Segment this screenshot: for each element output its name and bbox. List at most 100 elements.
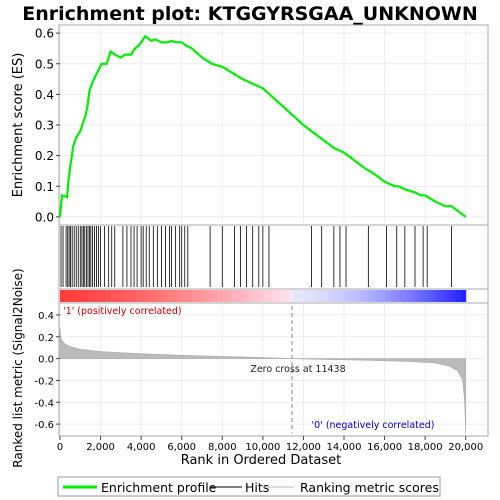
gradient-segment <box>95 290 102 302</box>
es-y-tick-label: 0.0 <box>35 210 54 224</box>
gradient-segment <box>374 290 380 302</box>
rank-x-axis: 0 2,000 4,000 6,000 8,000 10,000 12,000 14,000 1… <box>57 436 483 453</box>
gradient-segment <box>409 290 416 302</box>
gradient-segment <box>303 290 309 302</box>
metric-y-axis-label: Ranked list metric (Signal2Noise) <box>11 268 25 467</box>
gradient-segment <box>323 290 330 302</box>
es-y-tick-label: 0.4 <box>35 88 54 102</box>
gradient-segment <box>161 290 167 302</box>
gradient-segment <box>181 290 188 302</box>
zero-cross-label: Zero cross at 11438 <box>250 364 345 375</box>
gradient-segment <box>364 290 370 302</box>
x-tick-label: 0 <box>57 442 63 453</box>
legend-box <box>57 476 441 497</box>
x-tick-label: 8,000 <box>208 442 237 453</box>
metric-panel-frame <box>58 302 489 437</box>
gradient-segment <box>298 290 304 302</box>
gradient-segment <box>308 290 315 302</box>
gradient-segment <box>267 290 274 302</box>
es-y-axis: 0.0 0.1 0.2 0.3 0.4 0.5 0.6 <box>35 27 60 224</box>
positive-correlation-label: '1' (positively correlated) <box>63 306 182 317</box>
gradient-segment <box>105 290 112 302</box>
metric-area <box>59 306 466 433</box>
metric-y-axis: -0.6 -0.4 -0.2 0.0 0.2 0.4 <box>34 311 60 431</box>
gradient-segment <box>293 290 299 302</box>
gradient-segment <box>202 290 208 302</box>
metric-y-tick-label: -0.6 <box>34 420 54 431</box>
gradient-segment <box>80 290 86 302</box>
gradient-segment <box>125 290 132 302</box>
legend-label: Enrichment profile <box>101 480 217 495</box>
gradient-segment <box>354 290 360 302</box>
legend-label: Hits <box>245 480 269 495</box>
gradient-segment <box>247 290 254 302</box>
x-tick-label: 12,000 <box>286 442 321 453</box>
metric-y-tick-label: 0.4 <box>38 311 54 322</box>
gradient-segment <box>455 290 462 302</box>
gradient-segment <box>333 290 340 302</box>
x-axis-label: Rank in Ordered Dataset <box>181 453 342 468</box>
gradient-segment <box>262 290 269 302</box>
gradient-segment <box>359 290 365 302</box>
gradient-segment <box>146 290 152 302</box>
es-y-tick-label: 0.2 <box>35 149 54 163</box>
gradient-segment <box>110 290 117 302</box>
es-grid <box>59 26 486 224</box>
gradient-segment <box>232 290 238 302</box>
gradient-segment <box>156 290 162 302</box>
es-y-tick-label: 0.5 <box>35 57 54 71</box>
es-y-tick-label: 0.3 <box>35 119 54 133</box>
ranked-list-gradient <box>60 290 467 302</box>
gradient-segment <box>313 290 320 302</box>
gradient-segment <box>191 290 198 302</box>
gradient-segment <box>90 290 96 302</box>
gradient-segment <box>460 290 467 302</box>
negative-correlation-label: '0' (negatively correlated) <box>312 420 435 431</box>
x-tick-label: 20,000 <box>448 442 483 453</box>
metric-y-tick-label: -0.4 <box>34 398 54 409</box>
metric-y-tick-label: -0.2 <box>34 376 54 387</box>
gradient-segment <box>369 290 375 302</box>
legend: Enrichment profile Hits Ranking metric sco… <box>63 480 439 495</box>
gradient-segment <box>227 290 233 302</box>
gradient-segment <box>252 290 259 302</box>
gradient-segment <box>384 290 391 302</box>
es-y-axis-label: Enrichment score (ES) <box>11 53 26 198</box>
gradient-segment <box>212 290 218 302</box>
gradient-segment <box>328 290 335 302</box>
gradient-segment <box>257 290 264 302</box>
gradient-segment <box>70 290 76 302</box>
legend-label: Ranking metric scores <box>300 480 439 495</box>
gradient-segment <box>141 290 147 302</box>
gradient-segment <box>440 290 446 302</box>
gradient-segment <box>379 290 386 302</box>
gradient-segment <box>445 290 451 302</box>
es-y-tick-label: 0.6 <box>35 27 54 41</box>
gradient-segment <box>131 290 137 302</box>
hits-panel-frame <box>58 224 489 290</box>
gradient-segment <box>176 290 183 302</box>
es-y-tick-label: 0.1 <box>35 180 54 194</box>
es-series <box>58 34 467 218</box>
x-tick-label: 6,000 <box>167 442 196 453</box>
metric-y-tick-label: 0.2 <box>38 333 54 344</box>
gradient-segment <box>222 290 228 302</box>
metric-y-tick-label: 0.0 <box>38 355 54 366</box>
gradient-segment <box>425 290 431 302</box>
gradient-segment <box>171 290 178 302</box>
gradient-segment <box>278 290 284 302</box>
gradient-segment <box>435 290 441 302</box>
hit-markers <box>60 226 452 287</box>
x-tick-label: 14,000 <box>327 442 362 453</box>
x-tick-label: 10,000 <box>245 442 280 453</box>
gradient-segment <box>115 290 122 302</box>
x-tick-label: 16,000 <box>367 442 402 453</box>
gradient-segment <box>288 290 294 302</box>
gradient-segment <box>196 290 203 302</box>
gradient-segment <box>318 290 325 302</box>
gradient-segment <box>273 290 279 302</box>
gradient-segment <box>186 290 193 302</box>
gradient-segment <box>344 290 350 302</box>
gradient-segment <box>450 290 457 302</box>
